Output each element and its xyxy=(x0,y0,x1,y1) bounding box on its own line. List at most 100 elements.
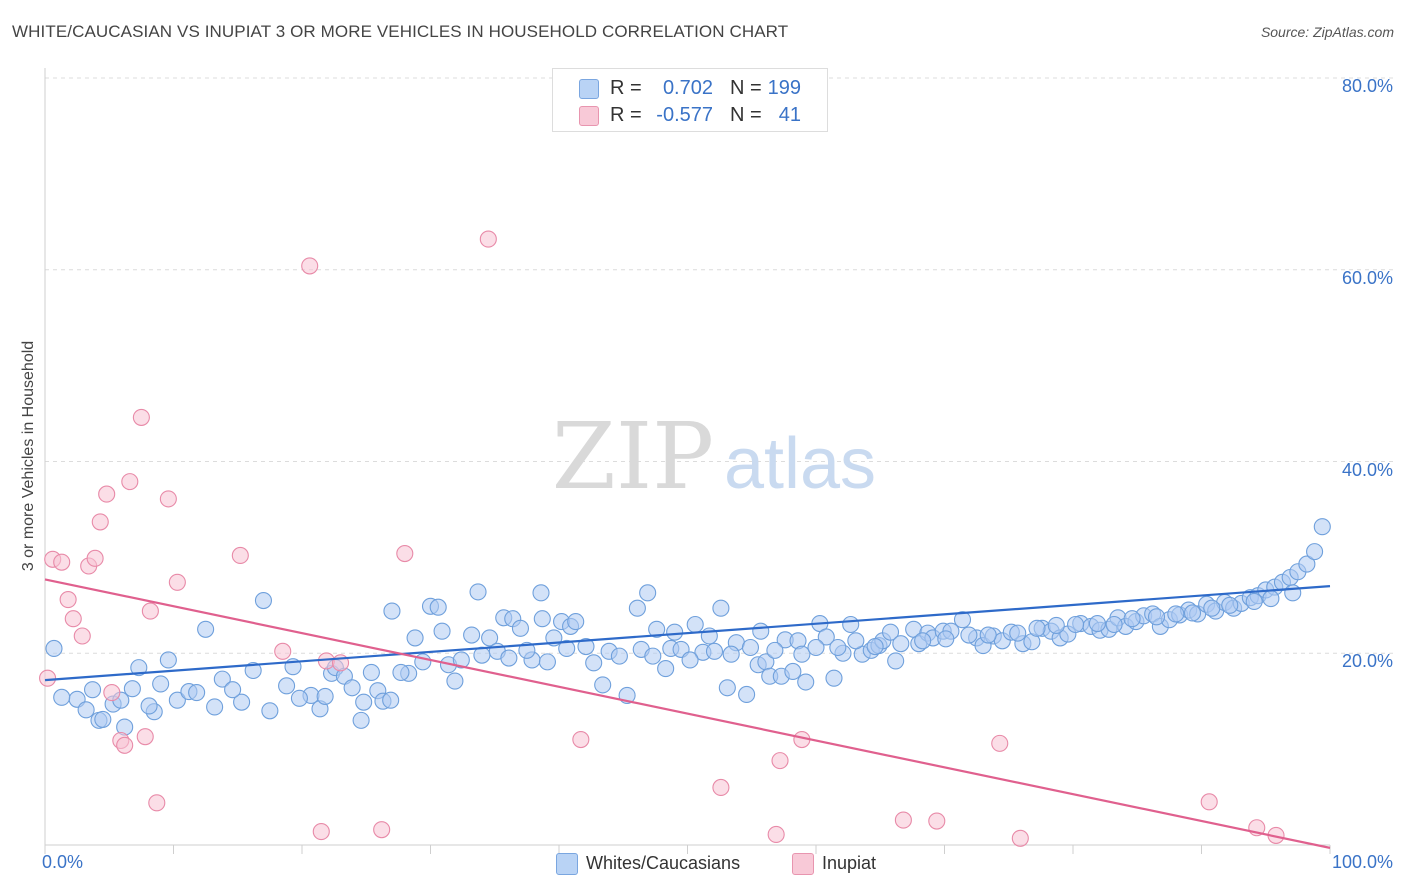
x-tick-label: 100.0% xyxy=(1331,852,1393,872)
axes xyxy=(44,68,1331,854)
whites-point xyxy=(887,652,905,670)
whites-point xyxy=(53,688,71,706)
whites-point xyxy=(159,651,177,669)
y-tick-label: 40.0% xyxy=(1341,459,1393,480)
whites-point xyxy=(829,638,847,657)
whites-point xyxy=(960,626,978,644)
whites-point xyxy=(261,702,279,720)
whites-point xyxy=(233,693,251,711)
whites-point xyxy=(738,685,756,704)
whites-point xyxy=(83,681,102,699)
whites-point xyxy=(382,691,400,709)
stats-row-whites: R = 0.702 N = 199 xyxy=(553,75,827,101)
inupiat-point xyxy=(572,730,590,749)
inupiat-point xyxy=(132,408,150,426)
inupiat-point xyxy=(121,473,139,491)
inupiat-point xyxy=(1011,829,1029,847)
whites-point xyxy=(469,583,487,601)
inupiat-point xyxy=(59,591,77,609)
y-tick-label: 20.0% xyxy=(1341,651,1393,672)
whites-point xyxy=(278,677,296,695)
watermark: ZIP atlas xyxy=(552,403,876,510)
inupiat-point xyxy=(991,734,1009,752)
whites-point xyxy=(1105,615,1123,634)
inupiat-point xyxy=(168,573,186,591)
whites-point xyxy=(1245,592,1263,611)
whites-point xyxy=(558,639,576,658)
inupiat-point xyxy=(1200,793,1218,811)
inupiat-point xyxy=(396,544,414,563)
whites-point xyxy=(705,642,724,660)
whites-point xyxy=(1088,614,1106,633)
watermark-zip: ZIP xyxy=(552,403,714,510)
whites-point xyxy=(140,697,158,715)
whites-point xyxy=(392,663,410,681)
inupiat-point xyxy=(373,821,391,839)
whites-point xyxy=(937,630,955,648)
inupiat-point xyxy=(231,546,249,565)
whites-point xyxy=(657,660,675,678)
n-label: N = xyxy=(730,104,762,126)
inupiat-point xyxy=(301,257,319,275)
r-value: 0.702 xyxy=(662,77,713,99)
inupiat-point xyxy=(136,728,154,746)
inupiat-point xyxy=(159,490,177,508)
trendlines xyxy=(44,578,1331,849)
legend-swatch-inupiat xyxy=(792,853,814,875)
inupiat-point xyxy=(64,610,82,628)
whites-point xyxy=(1262,590,1280,608)
whites-point xyxy=(847,632,865,650)
whites-point xyxy=(1183,604,1202,622)
whites-point xyxy=(784,662,802,681)
whites-point xyxy=(610,647,628,665)
whites-point xyxy=(532,584,550,602)
whites-point xyxy=(152,675,170,693)
whites-point xyxy=(316,687,334,705)
whites-point xyxy=(352,711,370,729)
whites-point xyxy=(594,676,612,694)
whites-point xyxy=(511,619,530,637)
stats-row-inupiat: R = -0.577 N = 41 xyxy=(553,102,827,128)
inupiat-point xyxy=(767,825,785,844)
gridlines xyxy=(45,77,1395,654)
whites-point xyxy=(1047,616,1065,634)
whites-point xyxy=(666,623,684,641)
whites-point xyxy=(712,599,730,617)
whites-point xyxy=(362,663,380,681)
whites-point xyxy=(1167,605,1185,623)
whites-point xyxy=(383,602,401,620)
whites-point xyxy=(741,638,760,657)
whites-point xyxy=(463,626,481,644)
whites-point xyxy=(644,647,662,665)
whites-point xyxy=(1028,619,1046,637)
whites-point xyxy=(197,620,215,638)
stats-legend-box: R = 0.702 N = 199 R = -0.577 N = 41 xyxy=(552,68,828,132)
n-value: 41 xyxy=(778,104,801,126)
inupiat-point xyxy=(116,736,134,754)
r-value: -0.577 xyxy=(656,104,713,126)
x-tick-label: 0.0% xyxy=(42,852,84,872)
whites-point xyxy=(797,673,815,691)
r-label: R = xyxy=(610,104,642,126)
whites-point xyxy=(1009,624,1027,642)
whites-point xyxy=(1284,584,1302,602)
whites-point xyxy=(1123,610,1141,628)
legend-label-whites: Whites/Caucasians xyxy=(586,853,741,873)
inupiat-point xyxy=(98,485,116,503)
whites-point xyxy=(538,653,556,671)
inupiat-point xyxy=(91,513,109,531)
whites-point xyxy=(1313,518,1331,536)
whites-point xyxy=(577,637,595,656)
inupiat-point xyxy=(73,627,91,645)
whites-point xyxy=(825,669,843,687)
whites-point xyxy=(433,622,451,640)
whites-point xyxy=(686,615,704,634)
whites-point xyxy=(1298,555,1316,573)
whites-point xyxy=(429,598,447,616)
watermark-atlas: atlas xyxy=(724,424,876,504)
whites-point xyxy=(766,641,784,659)
whites-point xyxy=(1306,543,1324,561)
inupiat-point xyxy=(479,230,497,248)
whites-point xyxy=(206,698,224,716)
whites-point xyxy=(953,611,972,629)
